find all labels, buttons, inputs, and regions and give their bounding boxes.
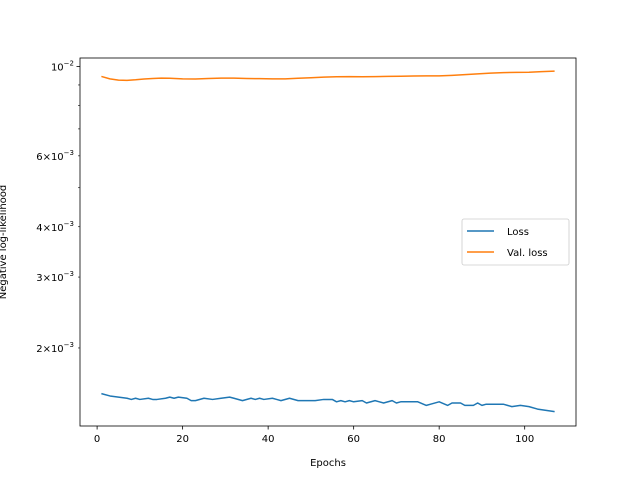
x-tick-label: 100 [515, 434, 534, 445]
y-axis-label: Negative log-likelihood [0, 185, 9, 300]
series-line-loss [101, 392, 555, 413]
legend-label-loss: Loss [507, 227, 529, 238]
x-axis-label: Epochs [310, 458, 346, 469]
y-axis: 10−2 6×10−3 4×10−3 3×10−3 2×10−3 [36, 60, 80, 355]
x-tick-label: 40 [262, 434, 275, 445]
series-layer [101, 70, 555, 413]
y-tick-label: 10−2 [51, 60, 74, 74]
legend-label-val-loss: Val. loss [507, 248, 548, 259]
y-tick-label: 3×10−3 [36, 270, 74, 284]
series-line-val-loss [101, 70, 555, 82]
x-tick-label: 80 [433, 434, 446, 445]
y-tick-label: 2×10−3 [36, 341, 74, 355]
x-tick-label: 60 [347, 434, 360, 445]
y-tick-label: 4×10−3 [36, 220, 74, 234]
plot-frame [79, 57, 577, 427]
x-tick-label: 0 [94, 434, 100, 445]
legend: Loss Val. loss [461, 218, 570, 266]
x-axis: 0 20 40 60 80 100 [94, 426, 534, 445]
x-tick-label: 20 [176, 434, 189, 445]
y-tick-label: 6×10−3 [36, 149, 74, 163]
